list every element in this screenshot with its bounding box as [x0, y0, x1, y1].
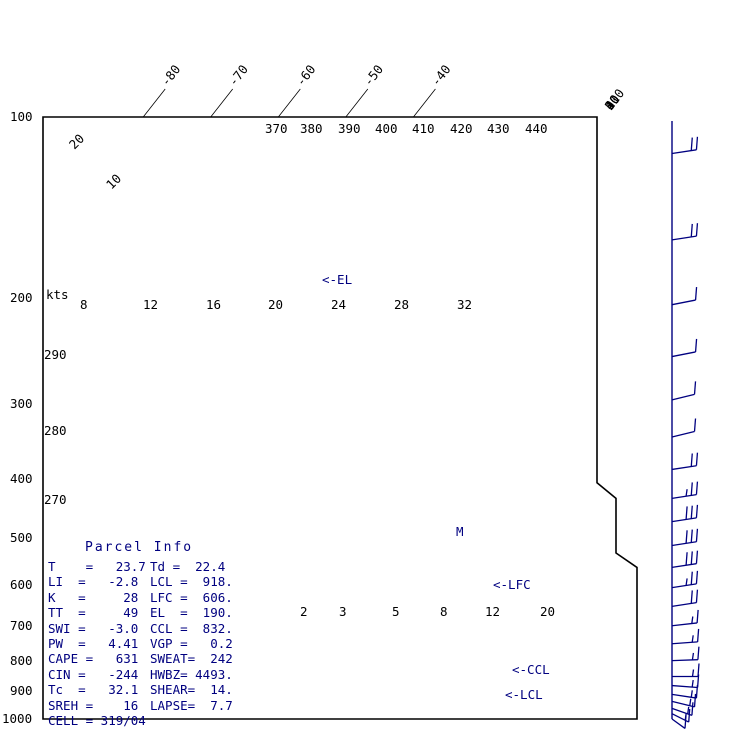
pressure-tick-1000: 1000 — [2, 711, 33, 726]
pressure-tick-400: 400 — [10, 471, 33, 487]
pressure-tick-800: 800 — [10, 652, 33, 668]
theta-top-370: 370 — [265, 121, 288, 136]
svg-text:40: 40 — [602, 92, 623, 113]
marker-mixed-layer: M — [456, 524, 464, 539]
parcel-row-left-9: SREH = 16 — [48, 697, 139, 713]
svg-text:10: 10 — [602, 92, 623, 113]
parcel-row-left-7: CIN = -244 — [48, 666, 139, 682]
theta-top-420: 420 — [450, 121, 473, 136]
parcel-row-left-2: K = 28 — [48, 589, 139, 605]
mr-lower-20: 20 — [540, 604, 556, 619]
theta-left-290: 290 — [44, 347, 67, 362]
theta-left-280: 280 — [44, 423, 67, 438]
pressure-tick-700: 700 — [10, 617, 33, 633]
parcel-row-left-5: PW = 4.41 — [48, 636, 139, 651]
hodograph-unit: kts — [46, 287, 69, 302]
pressure-tick-300: 300 — [10, 396, 33, 412]
theta-left-270: 270 — [44, 492, 67, 507]
mr-upper-28: 28 — [394, 297, 410, 312]
marker-el: <-EL — [322, 272, 353, 287]
theta-top-430: 430 — [487, 121, 510, 136]
pressure-tick-600: 600 — [10, 577, 33, 593]
theta-top-390: 390 — [338, 121, 361, 136]
mr-upper-16: 16 — [206, 297, 222, 312]
mr-lower-5: 5 — [392, 604, 400, 619]
parcel-row-right-0: Td = 22.4 — [150, 559, 226, 574]
parcel-row-right-3: EL = 190. — [150, 605, 233, 621]
marker-ccl: <-CCL — [512, 662, 550, 677]
mr-upper-8: 8 — [80, 297, 88, 312]
theta-top-400: 400 — [375, 121, 398, 136]
mr-upper-12: 12 — [143, 297, 159, 312]
parcel-row-right-6: SWEAT= 242 — [150, 651, 233, 667]
parcel-row-right-2: LFC = 606. — [150, 589, 233, 605]
parcel-info-title: Parcel Info — [85, 540, 194, 555]
marker-lcl: <-LCL — [505, 687, 543, 702]
parcel-row-right-5: VGP = 0.2 — [150, 636, 233, 651]
parcel-row-left-4: SWI = -3.0 — [48, 620, 139, 636]
parcel-row-right-1: LCL = 918. — [150, 574, 233, 590]
mr-lower-2: 2 — [300, 604, 308, 619]
mr-upper-20: 20 — [268, 297, 284, 312]
theta-top-380: 380 — [300, 121, 323, 136]
parcel-row-right-4: CCL = 832. — [150, 620, 233, 636]
theta-top-410: 410 — [412, 121, 435, 136]
mr-lower-3: 3 — [339, 604, 347, 619]
parcel-row-right-8: SHEAR= 14. — [150, 682, 233, 698]
mr-lower-8: 8 — [440, 604, 448, 619]
svg-text:30: 30 — [602, 92, 623, 113]
mr-upper-24: 24 — [331, 297, 347, 312]
parcel-row-left-10: CELL = 319/04 — [48, 713, 146, 728]
parcel-row-left-6: CAPE = 631 — [48, 651, 139, 667]
parcel-row-right-7: HWBZ= 4493. — [150, 666, 233, 682]
parcel-row-left-3: TT = 49 — [48, 605, 139, 621]
parcel-row-right-9: LAPSE= 7.7 — [150, 697, 233, 713]
parcel-row-left-1: LI = -2.8 — [48, 574, 139, 590]
pressure-tick-900: 900 — [10, 683, 33, 699]
mr-lower-12: 12 — [485, 604, 501, 619]
pressure-tick-200: 200 — [10, 290, 33, 306]
parcel-row-left-8: Tc = 32.1 — [48, 682, 139, 698]
mr-upper-32: 32 — [457, 297, 473, 312]
parcel-row-left-0: T = 23.7 — [48, 559, 146, 574]
marker-lfc: <-LFC — [493, 577, 531, 592]
svg-text:20: 20 — [602, 92, 623, 113]
pressure-tick-100: 100 — [10, 109, 33, 124]
pressure-tick-500: 500 — [10, 529, 33, 545]
theta-top-440: 440 — [525, 121, 548, 136]
